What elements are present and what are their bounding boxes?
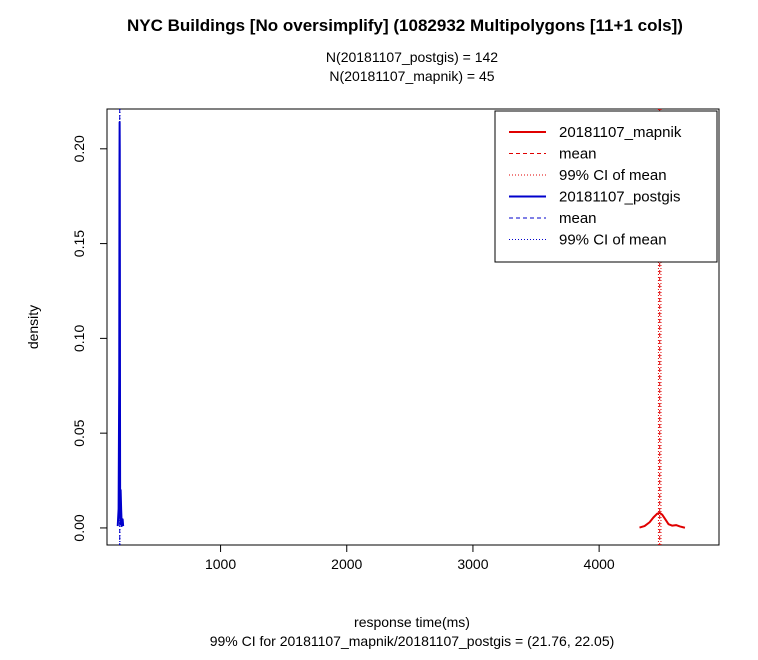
x-axis-label: response time(ms): [354, 614, 470, 630]
y-tick-label: 0.10: [71, 325, 87, 352]
chart-subtitle-line-2: N(20181107_mapnik) = 45: [329, 68, 494, 84]
x-axis: 1000 2000 3000 4000: [205, 544, 615, 572]
y-tick-label: 0.05: [71, 419, 87, 446]
legend-box: [494, 110, 718, 263]
x-axis-sublabel: 99% CI for 20181107_mapnik/20181107_post…: [210, 633, 615, 649]
x-tick-label: 1000: [205, 556, 236, 572]
series-layer: [116, 121, 686, 529]
y-axis-label: density: [25, 305, 41, 349]
legend-label: mean: [559, 146, 597, 163]
legend-label: 20181107_mapnik: [559, 124, 682, 141]
x-tick-label: 3000: [457, 556, 488, 572]
density-curve: [639, 511, 686, 529]
y-tick-label: 0.15: [71, 230, 87, 257]
chart-subtitle-line-1: N(20181107_postgis) = 142: [326, 49, 498, 65]
chart-title: NYC Buildings [No oversimplify] (1082932…: [127, 16, 683, 35]
legend-label: mean: [559, 210, 597, 227]
legend-label: 99% CI of mean: [559, 167, 667, 184]
legend-label: 99% CI of mean: [559, 232, 667, 249]
y-tick-label: 0.20: [71, 135, 87, 162]
legend-label: 20181107_postgis: [559, 189, 681, 206]
y-tick-label: 0.00: [71, 514, 87, 541]
density-curve: [116, 121, 125, 528]
y-axis: 0.00 0.05 0.10 0.15 0.20: [71, 135, 108, 542]
x-tick-label: 2000: [331, 556, 362, 572]
x-tick-label: 4000: [584, 556, 615, 572]
